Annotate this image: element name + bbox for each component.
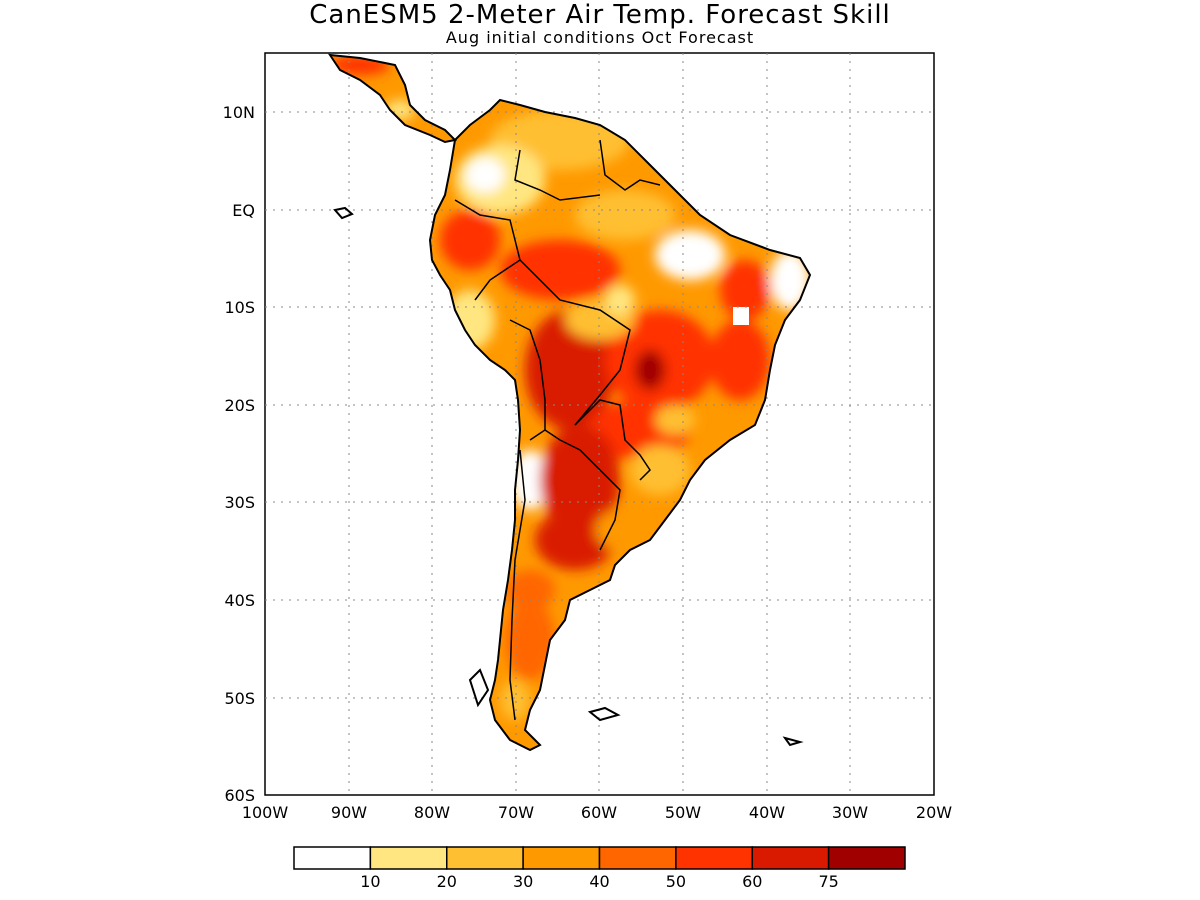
- x-axis: 100W 90W 80W 70W 60W 50W 40W 30W 20W: [242, 803, 952, 822]
- colorbar-swatch: [293, 846, 372, 870]
- y-tick-label: 30S: [224, 493, 255, 512]
- colorbar-label: 10: [360, 872, 380, 891]
- colorbar-swatch: [598, 846, 677, 870]
- colorbar-swatch: [827, 846, 906, 870]
- x-tick-label: 90W: [331, 803, 367, 822]
- colorbar-swatch: [522, 846, 601, 870]
- colorbar: 10 20 30 40 50 60 75: [293, 846, 906, 891]
- colorbar-label: 20: [437, 872, 457, 891]
- y-tick-label: EQ: [232, 201, 255, 220]
- y-tick-label: 10S: [224, 298, 255, 317]
- colorbar-label: 30: [513, 872, 533, 891]
- colorbar-swatch: [675, 846, 753, 870]
- x-tick-label: 80W: [414, 803, 450, 822]
- y-tick-label: 60S: [224, 786, 255, 805]
- colorbar-label: 40: [589, 872, 609, 891]
- x-tick-label: 20W: [916, 803, 952, 822]
- y-tick-label: 50S: [224, 689, 255, 708]
- x-tick-label: 100W: [242, 803, 289, 822]
- country-borders: [454, 139, 661, 721]
- x-tick-label: 30W: [832, 803, 868, 822]
- colorbar-label: 60: [742, 872, 762, 891]
- map-subtitle: Aug initial conditions Oct Forecast: [445, 28, 755, 47]
- x-tick-label: 50W: [665, 803, 701, 822]
- coastlines: [327, 53, 812, 752]
- colorbar-label: 50: [666, 872, 686, 891]
- y-tick-label: 10N: [223, 103, 255, 122]
- x-tick-label: 60W: [581, 803, 617, 822]
- y-tick-label: 40S: [224, 591, 255, 610]
- x-tick-label: 40W: [749, 803, 785, 822]
- y-tick-label: 20S: [224, 396, 255, 415]
- y-axis: 10N EQ 10S 20S 30S 40S 50S 60S: [223, 103, 255, 805]
- map-title: CanESM5 2-Meter Air Temp. Forecast Skill: [309, 0, 891, 30]
- colorbar-swatch: [446, 846, 524, 870]
- x-tick-label: 70W: [498, 803, 534, 822]
- colorbar-swatch: [751, 846, 830, 870]
- colorbar-swatch: [369, 846, 448, 870]
- colorbar-label: 75: [818, 872, 838, 891]
